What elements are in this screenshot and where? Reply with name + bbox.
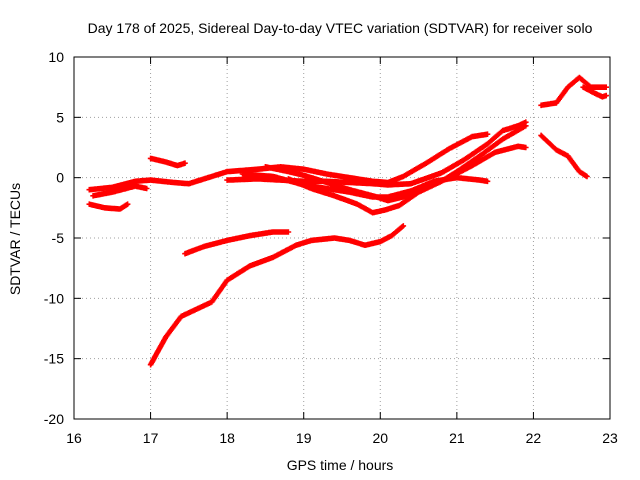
y-axis-ticks: -20 -15 -10 -5 0 5 10 bbox=[44, 49, 610, 427]
series-trace-9 bbox=[182, 229, 292, 257]
x-tick-label: 17 bbox=[143, 430, 159, 446]
series-trace-4 bbox=[147, 155, 188, 169]
y-axis-label: SDTVAR / TECUs bbox=[7, 183, 23, 295]
y-tick-label: 10 bbox=[48, 49, 64, 65]
series-trace-3 bbox=[90, 183, 150, 199]
x-tick-label: 21 bbox=[449, 430, 465, 446]
y-tick-label: -15 bbox=[44, 351, 64, 367]
chart-title: Day 178 of 2025, Sidereal Day-to-day VTE… bbox=[88, 20, 593, 36]
y-tick-label: -5 bbox=[52, 230, 65, 246]
x-tick-label: 20 bbox=[372, 430, 388, 446]
y-tick-label: 0 bbox=[56, 170, 64, 186]
x-tick-label: 18 bbox=[219, 430, 235, 446]
series-trace-13 bbox=[538, 132, 590, 180]
series-trace-11 bbox=[538, 74, 609, 109]
y-tick-label: -20 bbox=[44, 411, 64, 427]
y-tick-label: -10 bbox=[44, 290, 64, 306]
data-points bbox=[86, 74, 609, 368]
x-axis-ticks: 16 17 18 19 20 21 22 23 bbox=[66, 57, 618, 446]
x-tick-label: 19 bbox=[296, 430, 312, 446]
series-trace-12 bbox=[580, 84, 609, 100]
series-trace-2 bbox=[86, 201, 131, 212]
x-axis-label: GPS time / hours bbox=[287, 457, 394, 473]
y-tick-label: 5 bbox=[56, 109, 64, 125]
series-trace-10 bbox=[147, 223, 407, 368]
x-tick-label: 22 bbox=[526, 430, 542, 446]
series-trace-8 bbox=[285, 123, 529, 216]
x-tick-label: 23 bbox=[602, 430, 618, 446]
x-tick-label: 16 bbox=[66, 430, 82, 446]
